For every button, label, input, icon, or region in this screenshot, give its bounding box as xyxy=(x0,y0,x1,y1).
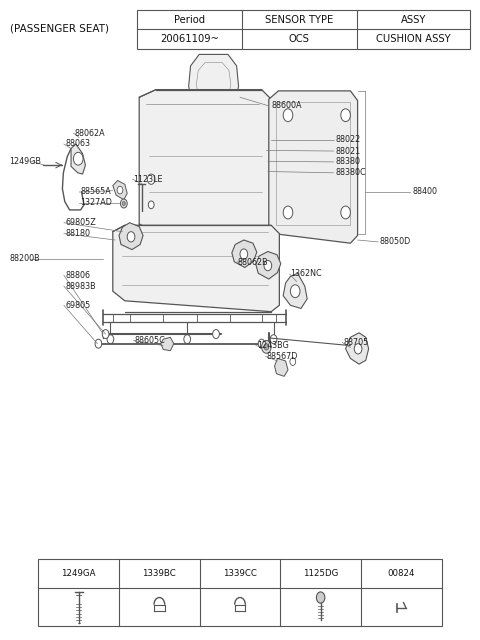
Text: Period: Period xyxy=(174,15,205,24)
Circle shape xyxy=(102,330,109,339)
Circle shape xyxy=(122,202,125,205)
Text: 88400: 88400 xyxy=(413,188,438,196)
Text: SENSOR TYPE: SENSOR TYPE xyxy=(265,15,334,24)
Text: 88605C: 88605C xyxy=(134,336,165,345)
Text: 88565A: 88565A xyxy=(81,188,111,196)
Circle shape xyxy=(184,335,191,344)
Circle shape xyxy=(217,111,221,116)
Text: 88022: 88022 xyxy=(336,135,361,144)
Circle shape xyxy=(341,206,350,219)
Text: 1249GA: 1249GA xyxy=(61,569,96,578)
Text: 88705: 88705 xyxy=(343,338,369,347)
Circle shape xyxy=(147,174,155,184)
Circle shape xyxy=(127,232,135,242)
Circle shape xyxy=(120,199,127,208)
Circle shape xyxy=(240,249,248,259)
Text: 88062B: 88062B xyxy=(238,258,268,267)
Text: 88567D: 88567D xyxy=(266,352,298,361)
Circle shape xyxy=(283,109,293,122)
Bar xyxy=(38,559,442,626)
Text: 88983B: 88983B xyxy=(65,282,96,291)
Text: 1339CC: 1339CC xyxy=(223,569,257,578)
Text: 20061109~: 20061109~ xyxy=(160,35,219,44)
Polygon shape xyxy=(269,91,358,243)
Text: 88600A: 88600A xyxy=(271,101,302,110)
Polygon shape xyxy=(113,225,279,312)
Polygon shape xyxy=(346,333,369,364)
Circle shape xyxy=(148,201,154,209)
Circle shape xyxy=(206,111,210,116)
Circle shape xyxy=(290,358,296,365)
Polygon shape xyxy=(232,240,257,268)
Text: 88021: 88021 xyxy=(336,147,361,156)
Text: 88063: 88063 xyxy=(65,140,90,148)
Polygon shape xyxy=(283,273,307,308)
Polygon shape xyxy=(275,358,288,376)
Text: 69805Z: 69805Z xyxy=(65,218,96,227)
Polygon shape xyxy=(189,54,239,102)
Circle shape xyxy=(258,339,265,348)
Text: 88180: 88180 xyxy=(65,229,90,238)
Text: 88380: 88380 xyxy=(336,157,361,166)
Text: 1327AD: 1327AD xyxy=(81,198,112,207)
Text: 88380C: 88380C xyxy=(336,168,367,177)
Polygon shape xyxy=(71,144,85,174)
Circle shape xyxy=(107,335,114,344)
Text: 1339BC: 1339BC xyxy=(143,569,176,578)
Text: OCS: OCS xyxy=(289,35,310,44)
Circle shape xyxy=(73,152,83,165)
Circle shape xyxy=(354,344,362,354)
Polygon shape xyxy=(113,180,127,200)
Circle shape xyxy=(262,340,271,353)
Circle shape xyxy=(117,186,123,194)
Text: 1249GB: 1249GB xyxy=(10,157,42,166)
Circle shape xyxy=(270,335,277,344)
Text: 88062A: 88062A xyxy=(74,129,105,138)
Bar xyxy=(137,10,470,49)
Text: 1243BG: 1243BG xyxy=(257,341,288,350)
Circle shape xyxy=(290,285,300,298)
Circle shape xyxy=(264,344,269,350)
Circle shape xyxy=(341,109,350,122)
Circle shape xyxy=(283,206,293,219)
Polygon shape xyxy=(256,252,281,279)
Text: 00824: 00824 xyxy=(387,569,415,578)
Text: (PASSENGER SEAT): (PASSENGER SEAT) xyxy=(10,24,108,34)
Text: 1123LE: 1123LE xyxy=(133,175,163,184)
Text: 69805: 69805 xyxy=(65,301,91,310)
Text: 1362NC: 1362NC xyxy=(290,269,322,278)
Text: 1125DG: 1125DG xyxy=(303,569,338,578)
Text: 88050D: 88050D xyxy=(379,237,410,246)
Polygon shape xyxy=(119,223,143,250)
Polygon shape xyxy=(139,90,271,234)
Circle shape xyxy=(316,592,325,603)
Circle shape xyxy=(95,339,102,348)
Polygon shape xyxy=(161,337,174,351)
Text: CUSHION ASSY: CUSHION ASSY xyxy=(376,35,451,44)
Circle shape xyxy=(213,330,219,339)
Circle shape xyxy=(264,260,272,271)
Text: ASSY: ASSY xyxy=(401,15,426,24)
Text: 88200B: 88200B xyxy=(10,254,40,263)
Text: 88806: 88806 xyxy=(65,271,90,280)
